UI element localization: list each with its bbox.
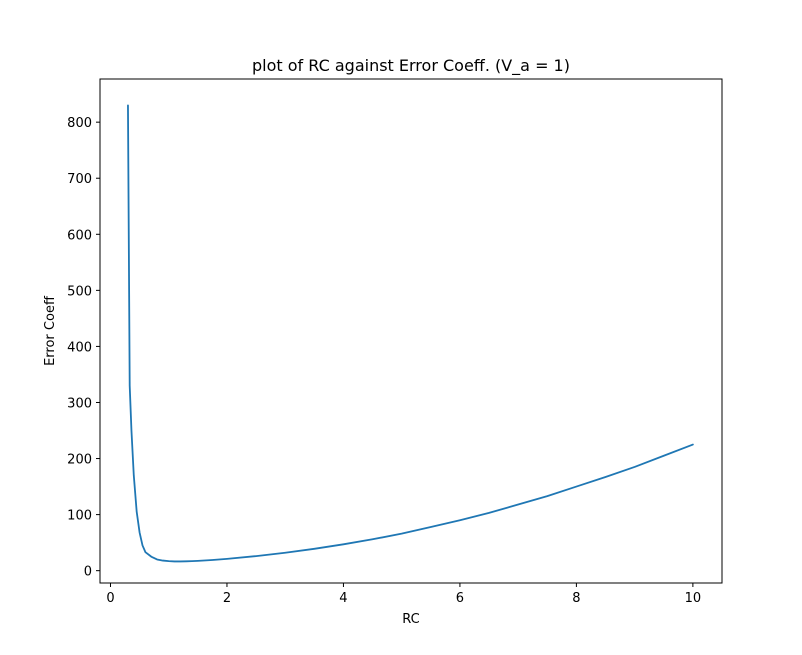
x-tick-label: 10 (685, 591, 702, 606)
x-axis-label: RC (402, 612, 419, 627)
y-tick-label: 700 (67, 172, 92, 187)
y-tick-label: 800 (67, 116, 92, 131)
y-tick-label: 400 (67, 340, 92, 355)
x-tick-label: 8 (572, 591, 580, 606)
y-tick-label: 200 (67, 453, 92, 468)
axes-frame (99, 78, 723, 584)
chart-title: plot of RC against Error Coeff. (V_a = 1… (252, 56, 570, 76)
x-tick-label: 2 (223, 591, 231, 606)
y-tick-label: 600 (67, 228, 92, 243)
y-tick-label: 500 (67, 284, 92, 299)
y-axis-label: Error Coeff (43, 295, 58, 366)
y-tick-label: 300 (67, 396, 92, 411)
x-tick-label: 6 (456, 591, 464, 606)
x-tick-label: 0 (106, 591, 114, 606)
y-tick-label: 100 (67, 509, 92, 524)
x-tick-label: 4 (339, 591, 347, 606)
y-tick-label: 0 (84, 565, 92, 580)
series-line (127, 104, 694, 563)
